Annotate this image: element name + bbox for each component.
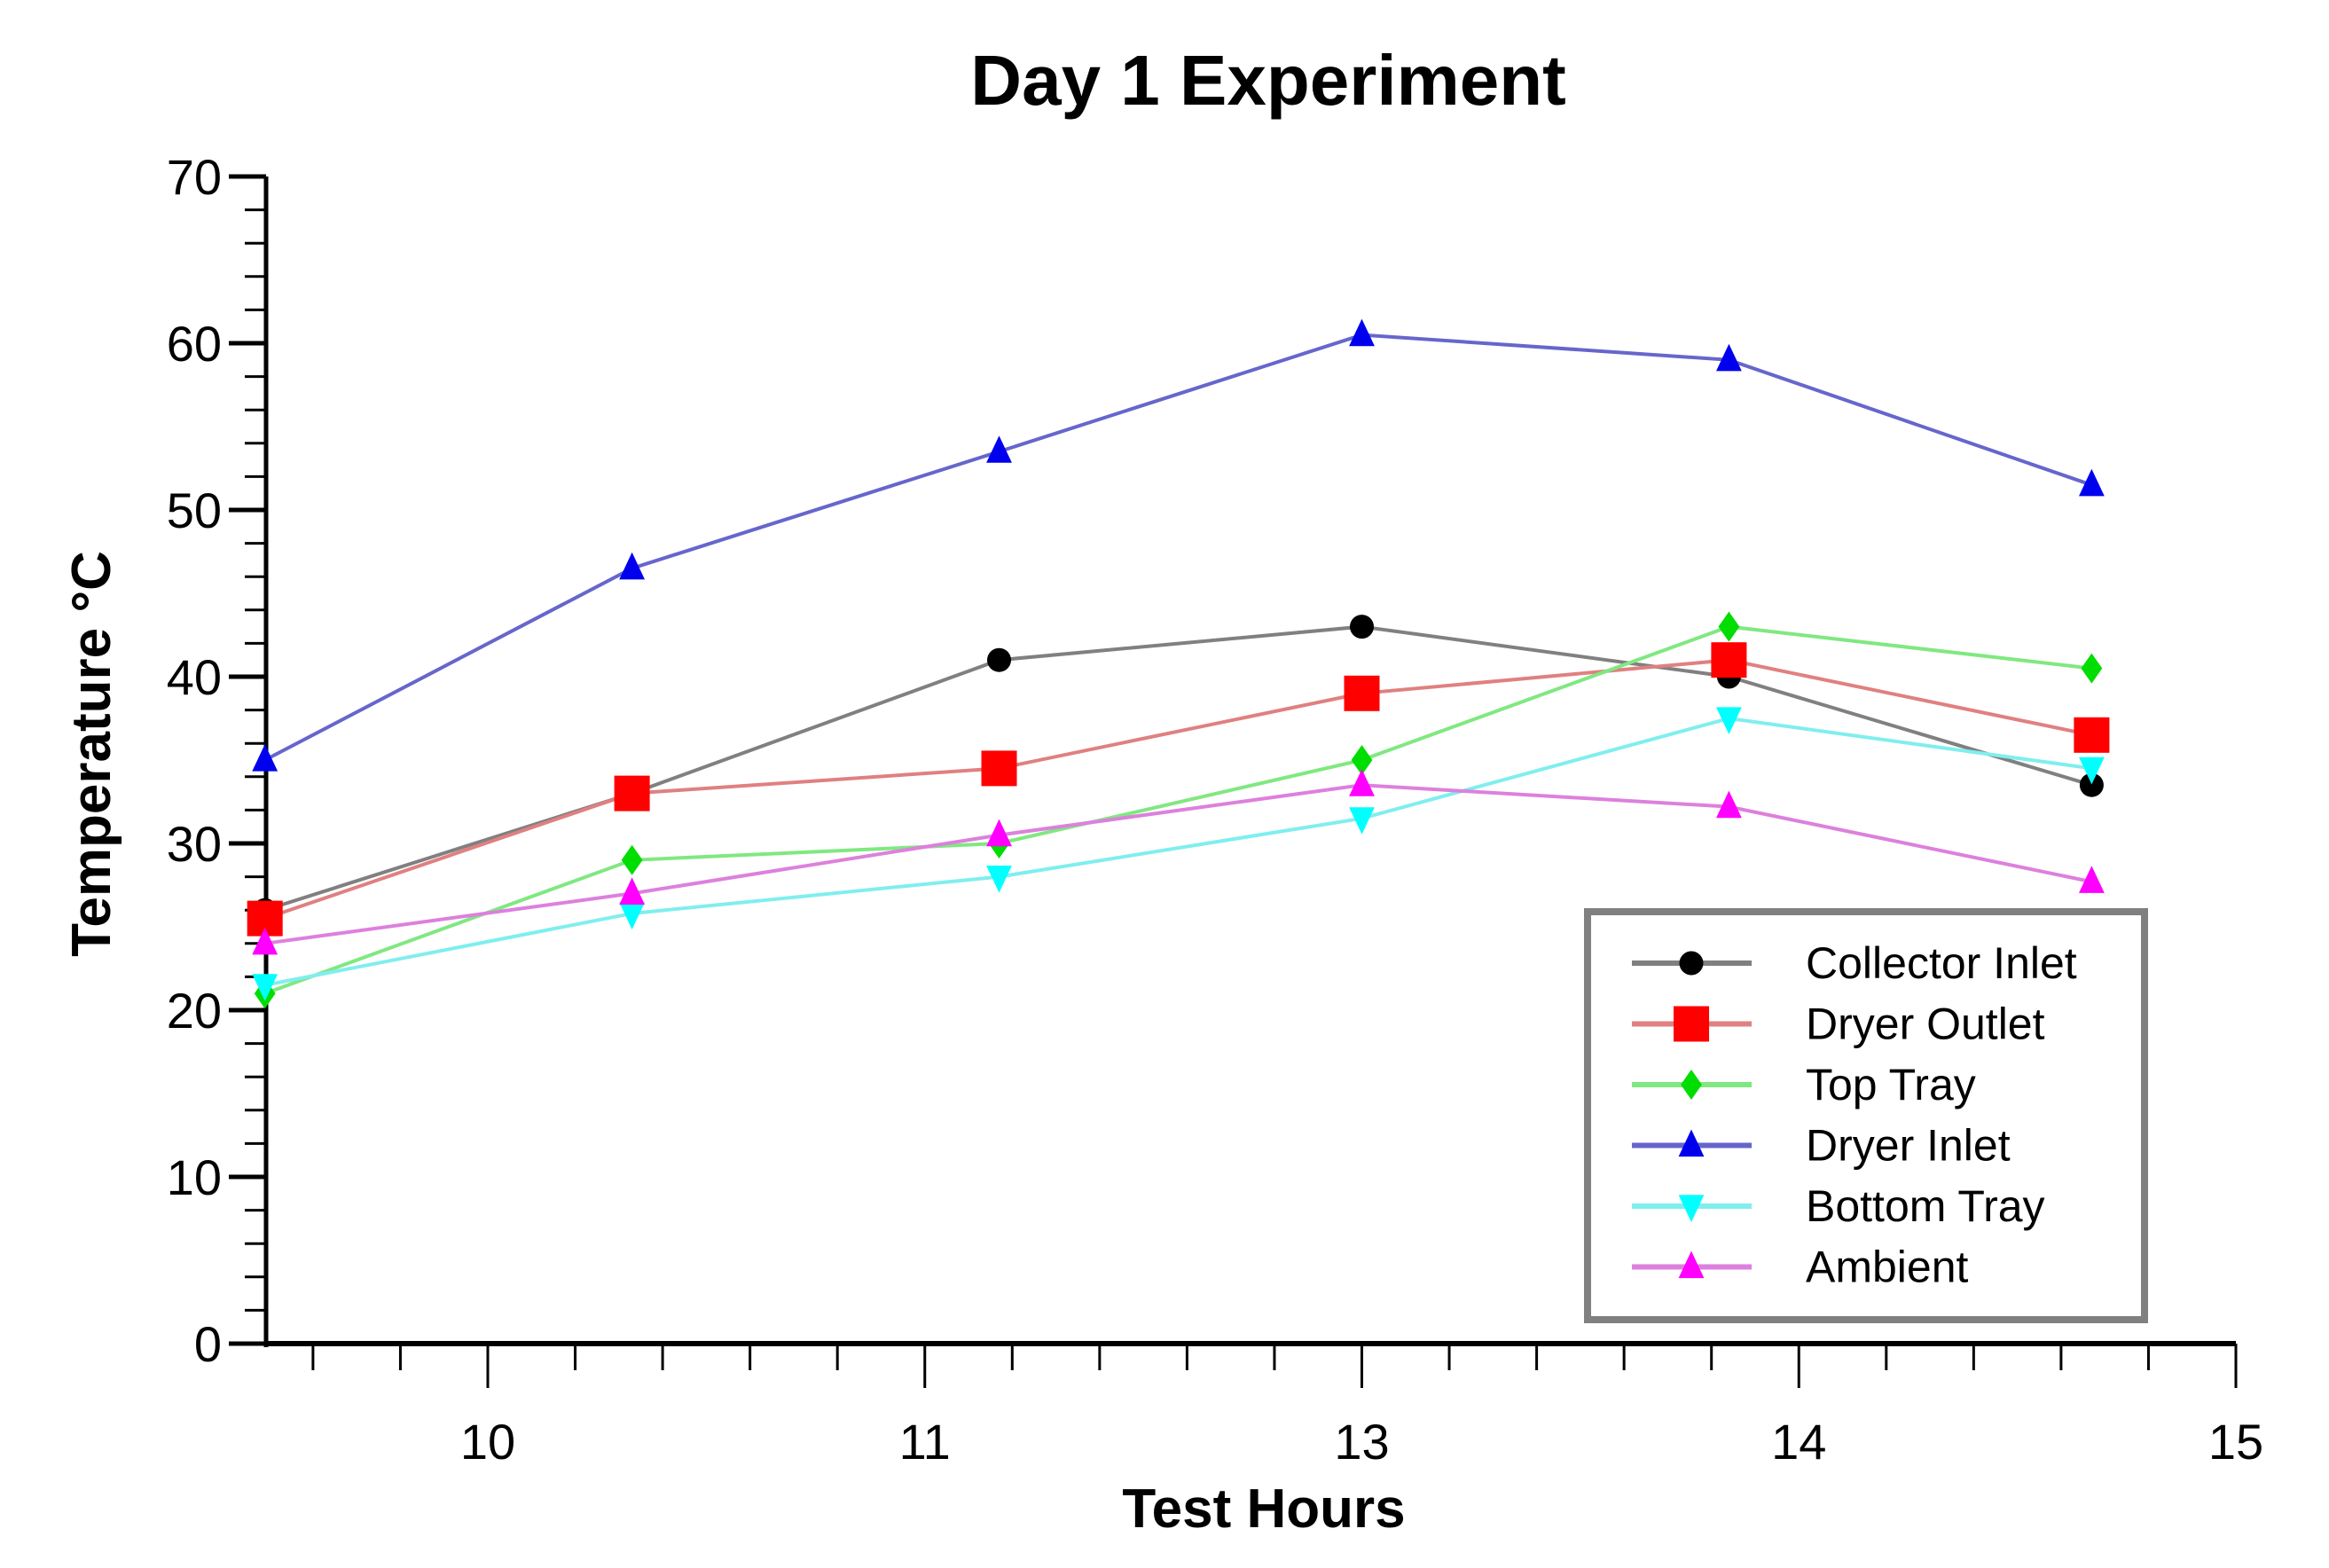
data-point	[981, 750, 1017, 787]
data-point	[2081, 653, 2103, 684]
series-line	[264, 716, 2092, 987]
data-point	[986, 435, 1012, 463]
data-point	[1716, 343, 1742, 372]
legend-marker	[1674, 1006, 1709, 1042]
series-line	[264, 624, 2092, 913]
data-point	[621, 844, 643, 875]
legend-marker	[1681, 1070, 1702, 1100]
data-point	[2074, 717, 2110, 753]
series-group	[247, 318, 2110, 1009]
legend-label: Dryer Inlet	[1806, 1121, 2011, 1171]
data-point	[1344, 675, 1380, 711]
legend-box	[1584, 908, 2148, 1323]
legend-marker	[1678, 1129, 1705, 1157]
series-bottom-tray	[252, 707, 2105, 1001]
x-tick-label: 11	[899, 1414, 951, 1470]
data-point	[1716, 707, 1742, 734]
series-dryer-outlet	[247, 642, 2110, 937]
x-tick-label: 13	[1334, 1414, 1389, 1470]
legend-item: Top Tray	[1632, 1060, 1976, 1109]
x-tick-label: 10	[460, 1414, 515, 1470]
series-line	[264, 624, 2092, 996]
legend-label: Ambient	[1806, 1243, 1969, 1292]
legend-label: Bottom Tray	[1806, 1181, 2045, 1231]
y-tick-label: 10	[167, 1149, 222, 1205]
y-tick-label: 20	[167, 983, 222, 1039]
legend-marker	[1678, 1195, 1705, 1222]
data-point	[986, 866, 1012, 893]
x-tick-label: 14	[1771, 1414, 1826, 1470]
series-ambient	[252, 769, 2105, 955]
y-tick-label: 60	[167, 316, 222, 372]
y-axis-label: Temperature °C	[61, 551, 122, 957]
data-point	[1349, 769, 1375, 796]
legend-item: Bottom Tray	[1632, 1181, 2045, 1231]
chart-title: Day 1 Experiment	[970, 41, 1565, 120]
data-point	[619, 552, 646, 580]
data-point	[2079, 772, 2104, 797]
data-point	[1350, 615, 1374, 639]
data-point	[1349, 807, 1375, 835]
legend-marker	[1679, 951, 1704, 976]
legend-item: Dryer Inlet	[1632, 1121, 2011, 1171]
data-point	[1349, 318, 1375, 347]
legend-label: Dryer Outlet	[1806, 1000, 2045, 1049]
data-point	[1716, 790, 1742, 819]
series-line	[263, 333, 2093, 762]
legend-item: Collector Inlet	[1632, 938, 2077, 988]
data-point	[252, 927, 278, 955]
data-point	[619, 877, 646, 905]
data-point	[986, 819, 1012, 847]
data-point	[619, 902, 646, 929]
data-point	[1718, 611, 1740, 642]
data-point	[1351, 745, 1373, 775]
data-point	[1711, 642, 1747, 678]
data-point	[2078, 468, 2105, 497]
series-line	[264, 783, 2092, 945]
series-line	[264, 658, 2092, 921]
series-collector-inlet	[253, 615, 2104, 922]
data-point	[614, 775, 650, 811]
legend: Collector Inlet Dryer Outlet Top Tray Dryer…	[1584, 908, 2148, 1323]
legend-item: Dryer Outlet	[1632, 1000, 2045, 1049]
legend-label: Top Tray	[1806, 1060, 1976, 1109]
x-tick-label: 15	[2208, 1414, 2263, 1470]
legend-label: Collector Inlet	[1806, 938, 2077, 988]
data-point	[987, 647, 1012, 672]
data-point	[252, 974, 278, 1001]
y-tick-label: 40	[167, 649, 222, 705]
x-axis-label: Test Hours	[1122, 1478, 1405, 1540]
series-dryer-inlet	[252, 318, 2105, 772]
axes: 0 10 20 30 40 50 60 70 10 11 13 14 15	[167, 149, 2263, 1470]
data-point	[2078, 757, 2105, 785]
y-tick-label: 30	[167, 816, 222, 872]
legend-marker	[1678, 1250, 1705, 1279]
y-tick-label: 70	[167, 149, 222, 205]
y-tick-label: 0	[194, 1316, 222, 1372]
data-point	[2078, 866, 2105, 893]
y-tick-label: 50	[167, 482, 222, 538]
data-point	[252, 744, 278, 772]
legend-item: Ambient	[1632, 1243, 1969, 1292]
